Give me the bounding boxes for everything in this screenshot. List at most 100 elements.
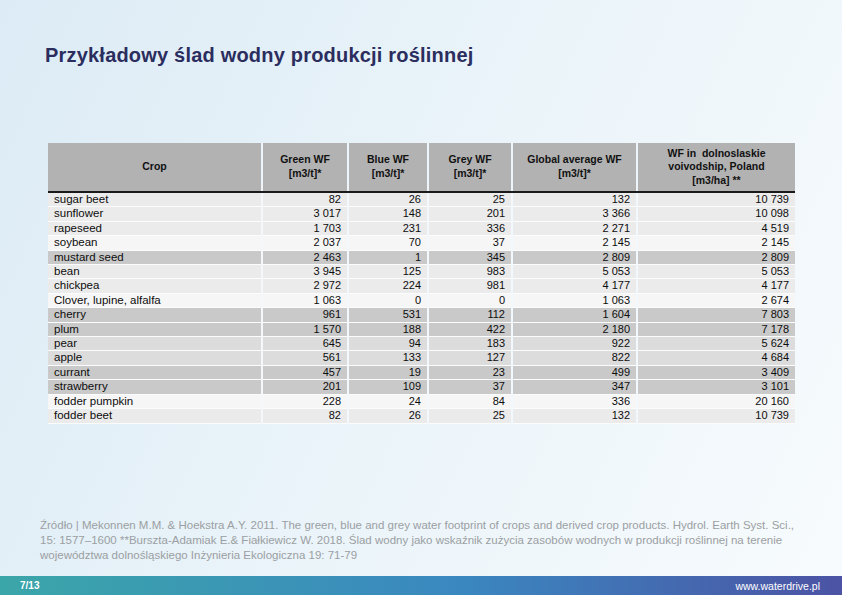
value-cell: 10 739 — [637, 192, 795, 207]
value-cell: 345 — [428, 250, 512, 264]
table-row: sunflower3 0171482013 36610 098 — [48, 207, 795, 221]
value-cell: 336 — [512, 394, 637, 408]
value-cell: 132 — [512, 192, 637, 207]
value-cell: 224 — [348, 279, 428, 293]
value-cell: 1 — [348, 250, 428, 264]
value-cell: 983 — [428, 265, 512, 279]
value-cell: 645 — [262, 337, 348, 351]
table-row: Clover, lupine, alfalfa1 063001 0632 674 — [48, 293, 795, 307]
slide: Przykładowy ślad wodny produkcji roślinn… — [0, 0, 842, 595]
value-cell: 2 809 — [637, 250, 795, 264]
crop-name-cell: pear — [48, 337, 262, 351]
value-cell: 7 178 — [637, 322, 795, 336]
value-cell: 4 177 — [637, 279, 795, 293]
crop-name-cell: soybean — [48, 236, 262, 250]
value-cell: 127 — [428, 351, 512, 365]
value-cell: 961 — [262, 308, 348, 322]
value-cell: 1 063 — [512, 293, 637, 307]
column-header: WF in dolnoslaskie voivodship, Poland [m… — [637, 143, 795, 192]
table-row: plum1 5701884222 1807 178 — [48, 322, 795, 336]
value-cell: 2 180 — [512, 322, 637, 336]
table-row: cherry9615311121 6047 803 — [48, 308, 795, 322]
value-cell: 7 803 — [637, 308, 795, 322]
value-cell: 922 — [512, 337, 637, 351]
value-cell: 94 — [348, 337, 428, 351]
value-cell: 26 — [348, 409, 428, 423]
value-cell: 25 — [428, 192, 512, 207]
crop-name-cell: sugar beet — [48, 192, 262, 207]
value-cell: 37 — [428, 236, 512, 250]
value-cell: 2 463 — [262, 250, 348, 264]
value-cell: 25 — [428, 409, 512, 423]
value-cell: 981 — [428, 279, 512, 293]
value-cell: 561 — [262, 351, 348, 365]
value-cell: 70 — [348, 236, 428, 250]
value-cell: 0 — [428, 293, 512, 307]
value-cell: 2 037 — [262, 236, 348, 250]
value-cell: 2 809 — [512, 250, 637, 264]
value-cell: 4 519 — [637, 221, 795, 235]
value-cell: 4 684 — [637, 351, 795, 365]
value-cell: 3 409 — [637, 365, 795, 379]
value-cell: 201 — [428, 207, 512, 221]
value-cell: 3 017 — [262, 207, 348, 221]
value-cell: 2 145 — [637, 236, 795, 250]
value-cell: 109 — [348, 380, 428, 394]
value-cell: 2 271 — [512, 221, 637, 235]
value-cell: 5 053 — [512, 265, 637, 279]
website-link[interactable]: www.waterdrive.pl — [735, 580, 820, 592]
water-footprint-table: CropGreen WF [m3/t]*Blue WF [m3/t]*Grey … — [48, 143, 795, 424]
column-header: Grey WF [m3/t]* — [428, 143, 512, 192]
table-row: soybean2 03770372 1452 145 — [48, 236, 795, 250]
value-cell: 231 — [348, 221, 428, 235]
value-cell: 457 — [262, 365, 348, 379]
table-body: sugar beet82262513210 739sunflower3 0171… — [48, 192, 795, 423]
table-row: currant45719234993 409 — [48, 365, 795, 379]
table-row: apple5611331278224 684 — [48, 351, 795, 365]
column-header: Blue WF [m3/t]* — [348, 143, 428, 192]
column-header: Crop — [48, 143, 262, 192]
crop-name-cell: cherry — [48, 308, 262, 322]
value-cell: 3 101 — [637, 380, 795, 394]
column-header: Green WF [m3/t]* — [262, 143, 348, 192]
value-cell: 23 — [428, 365, 512, 379]
value-cell: 4 177 — [512, 279, 637, 293]
table-row: bean3 9451259835 0535 053 — [48, 265, 795, 279]
crop-name-cell: Clover, lupine, alfalfa — [48, 293, 262, 307]
value-cell: 201 — [262, 380, 348, 394]
table-row: sugar beet82262513210 739 — [48, 192, 795, 207]
value-cell: 3 366 — [512, 207, 637, 221]
source-note: Źródło | Mekonnen M.M. & Hoekstra A.Y. 2… — [40, 518, 808, 564]
value-cell: 188 — [348, 322, 428, 336]
table-row: fodder beet82262513210 739 — [48, 409, 795, 423]
crop-name-cell: strawberry — [48, 380, 262, 394]
value-cell: 336 — [428, 221, 512, 235]
crop-name-cell: bean — [48, 265, 262, 279]
value-cell: 84 — [428, 394, 512, 408]
value-cell: 2 972 — [262, 279, 348, 293]
crop-name-cell: plum — [48, 322, 262, 336]
value-cell: 148 — [348, 207, 428, 221]
value-cell: 19 — [348, 365, 428, 379]
value-cell: 26 — [348, 192, 428, 207]
crop-name-cell: mustard seed — [48, 250, 262, 264]
value-cell: 2 145 — [512, 236, 637, 250]
crop-name-cell: fodder beet — [48, 409, 262, 423]
table-row: chickpea2 9722249814 1774 177 — [48, 279, 795, 293]
value-cell: 183 — [428, 337, 512, 351]
table-row: pear645941839225 624 — [48, 337, 795, 351]
value-cell: 1 063 — [262, 293, 348, 307]
value-cell: 5 624 — [637, 337, 795, 351]
value-cell: 5 053 — [637, 265, 795, 279]
header-row: CropGreen WF [m3/t]*Blue WF [m3/t]*Grey … — [48, 143, 795, 192]
value-cell: 133 — [348, 351, 428, 365]
value-cell: 112 — [428, 308, 512, 322]
value-cell: 24 — [348, 394, 428, 408]
value-cell: 531 — [348, 308, 428, 322]
value-cell: 125 — [348, 265, 428, 279]
crop-name-cell: sunflower — [48, 207, 262, 221]
value-cell: 1 570 — [262, 322, 348, 336]
column-header: Global average WF [m3/t]* — [512, 143, 637, 192]
value-cell: 1 604 — [512, 308, 637, 322]
value-cell: 822 — [512, 351, 637, 365]
